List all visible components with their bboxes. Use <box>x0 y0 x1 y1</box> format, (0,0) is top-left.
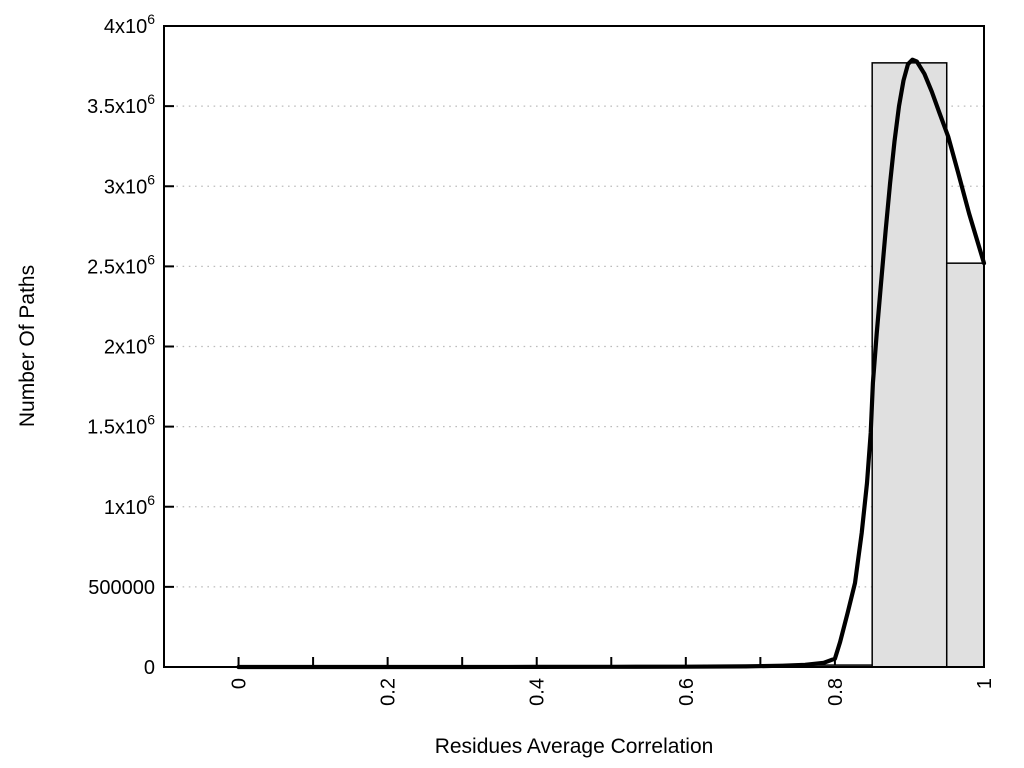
y-tick-label: 3.5x106 <box>87 91 155 118</box>
y-tick-label: 500000 <box>88 577 155 599</box>
x-tick-label: 0.2 <box>378 678 400 706</box>
x-axis-title: Residues Average Correlation <box>434 735 714 758</box>
y-tick-label: 2x106 <box>104 332 155 359</box>
x-tick-label: 0.8 <box>825 678 847 706</box>
plot-frame <box>163 25 985 668</box>
y-tick-label: 0 <box>144 657 155 679</box>
y-tick-label: 3x106 <box>104 171 155 198</box>
y-tick-label: 1.5x106 <box>87 412 155 439</box>
x-axis-ticks: 0 0.2 0.4 0.6 0.8 1 <box>229 657 996 706</box>
histogram-bar <box>871 62 948 668</box>
y-tick-label: 2.5x106 <box>87 251 155 278</box>
x-tick-label: 0.4 <box>527 678 549 706</box>
x-tick-label: 0.6 <box>676 678 698 706</box>
x-tick-label: 0 <box>229 678 251 689</box>
histogram-bar <box>945 262 985 668</box>
y-tick-label: 1x106 <box>104 492 155 519</box>
y-tick-label: 4x106 <box>104 11 155 38</box>
y-axis-ticks: 0 500000 1x106 1.5x106 2x106 2.5x106 3x106 3.5x… <box>87 11 174 679</box>
gridlines <box>164 105 984 588</box>
x-tick-label: 1 <box>974 678 996 689</box>
y-axis-title: Number Of Paths <box>16 264 39 428</box>
histogram-bars <box>796 62 985 668</box>
